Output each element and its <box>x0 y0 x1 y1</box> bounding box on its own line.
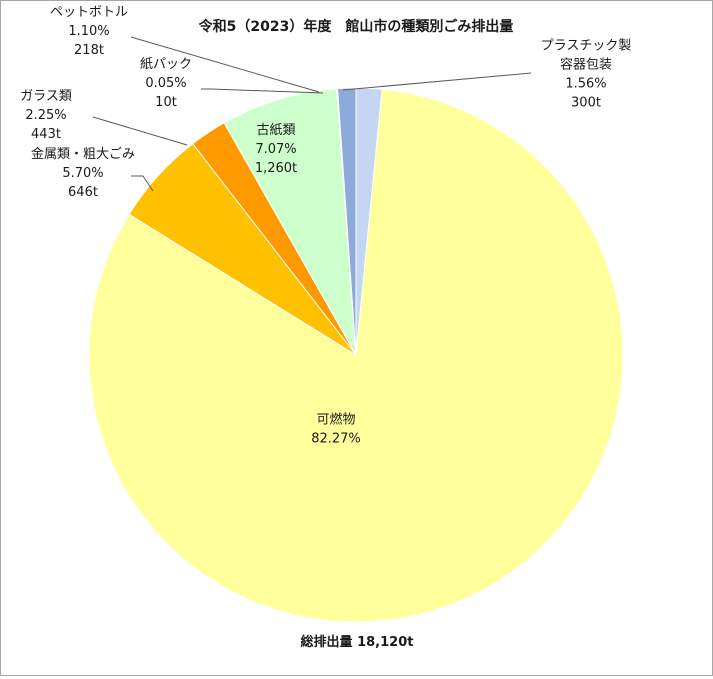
slice-label-metal-bulky: 金属類・粗大ごみ 5.70% 646t <box>31 146 135 200</box>
pie-slice-combustibles <box>88 88 624 623</box>
total-label: 総排出量 18,120t <box>301 634 414 650</box>
leader-line-paper-cartons <box>201 88 324 94</box>
slice-label-combustibles: 可燃物 82.27% <box>311 412 361 447</box>
slice-label-pet-bottles: ペットボトル 1.10% 218t <box>50 5 128 58</box>
leader-lines <box>92 36 532 192</box>
leader-line-plastic-containers <box>342 72 532 91</box>
slice-label-plastic-containers: プラスチック製容器包装 1.56% 300t <box>541 39 632 111</box>
leader-line-glass <box>92 116 188 146</box>
pie-slice-pet-bottles <box>337 87 357 356</box>
slice-label-glass: ガラス類 2.25% 443t <box>20 89 72 142</box>
leader-line-metal-bulky <box>131 175 154 192</box>
chart-title: 令和5（2023）年度 館山市の種類別ごみ排出量 <box>198 18 514 35</box>
slice-label-paper-cartons: 紙パック 0.05% 10t <box>140 57 192 110</box>
slice-label-waste-paper: 古紙類 7.07% 1,260t <box>255 123 297 176</box>
pie-slices <box>88 87 624 623</box>
leader-line-pet-bottles <box>130 36 320 93</box>
slice-labels: プラスチック製容器包装 1.56% 300t 可燃物 82.27% 金属類・粗大ごみ 5.7… <box>20 5 631 447</box>
pie-slice-waste-paper <box>223 88 357 356</box>
